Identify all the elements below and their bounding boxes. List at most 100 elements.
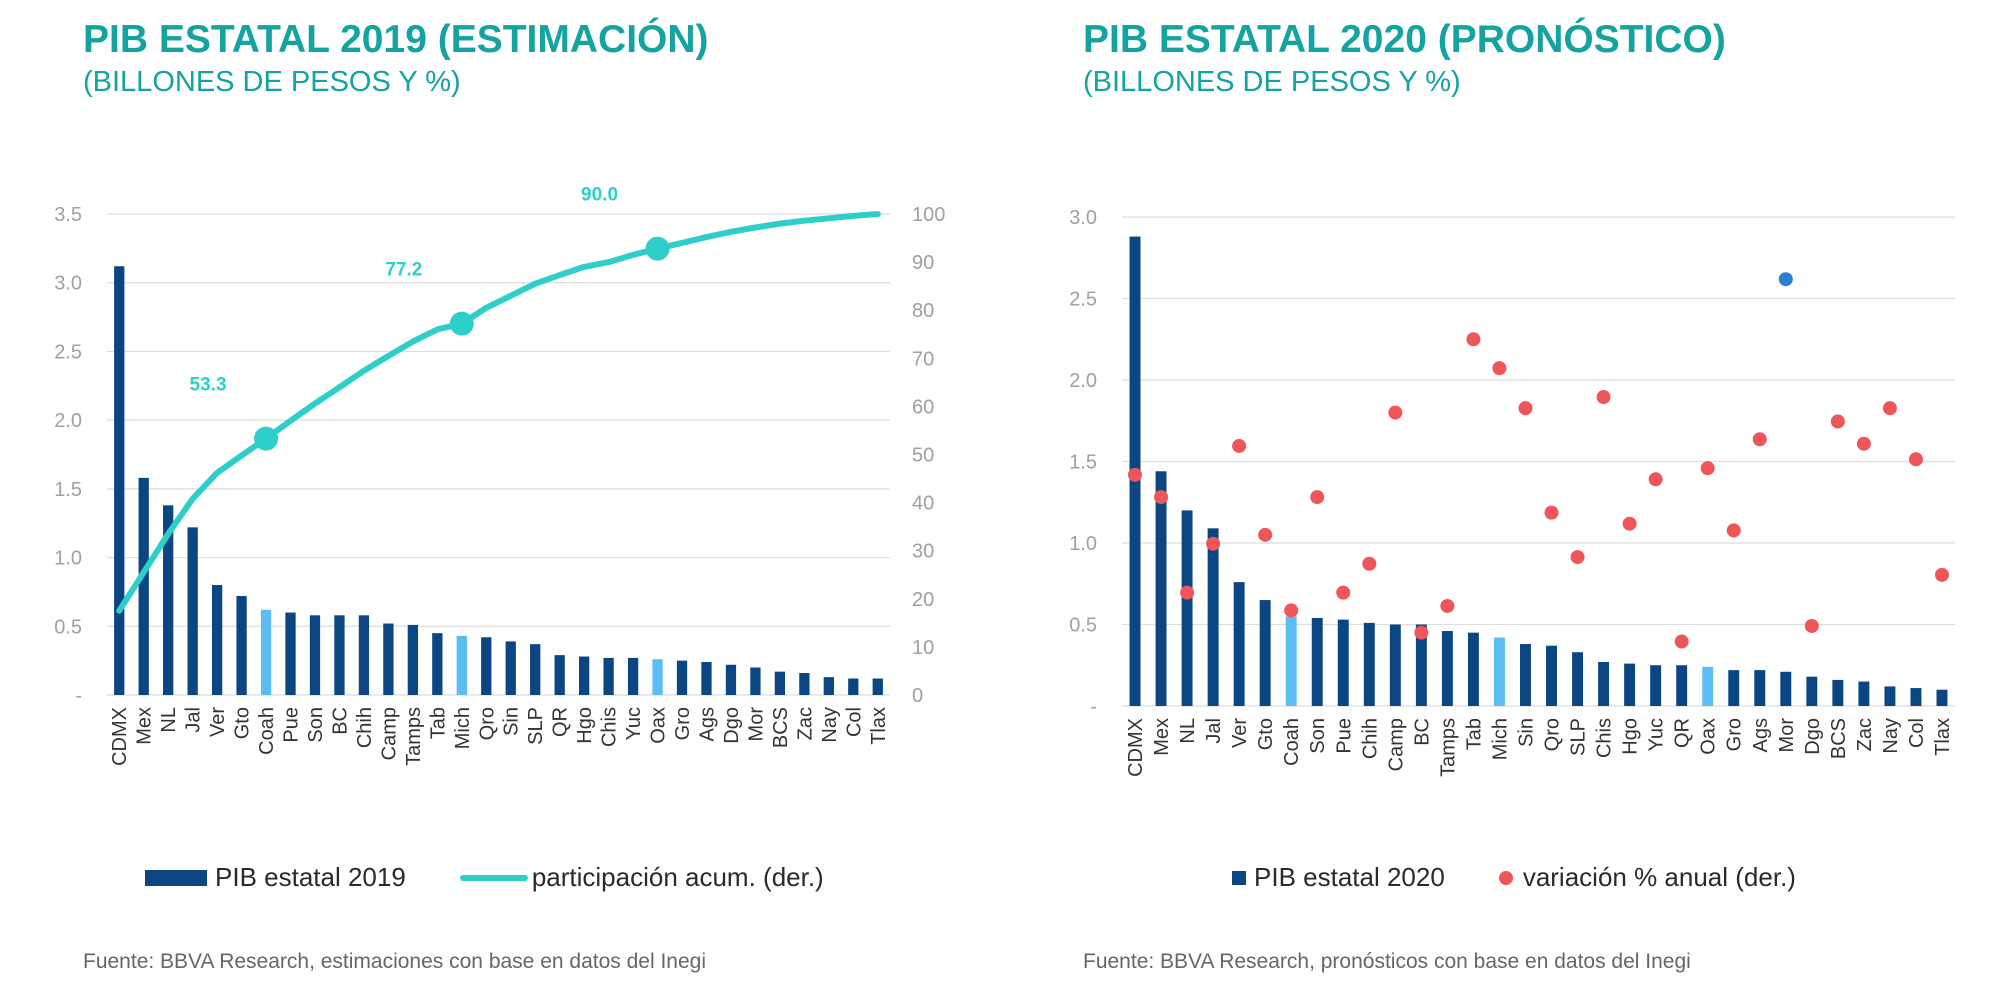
x-tick-label-sin: Sin [501, 707, 523, 736]
bar-nay [1884, 686, 1896, 706]
y-left-tick-label: 2.5 [54, 341, 82, 363]
legend-line-swatch [459, 874, 528, 881]
bar-ver [211, 585, 223, 695]
x-tick-label-hgo: Hgo [574, 707, 596, 744]
point-cdmx [1128, 467, 1143, 482]
point-bcs [1830, 414, 1845, 429]
legend-item-pib-2019: PIB estatal 2019 [145, 862, 406, 893]
bar-ver [1233, 582, 1245, 706]
x-tick-label-qro: Qro [476, 707, 498, 740]
right-chart-panel: PIB ESTATAL 2020 (PRONÓSTICO) (BILLONES … [1000, 0, 1960, 990]
bar-slp [1572, 652, 1584, 706]
y-left-tick-label: - [75, 685, 82, 707]
point-col [1908, 452, 1923, 467]
bar-bcs [1832, 679, 1844, 706]
x-tick-label-tamps: Tamps [403, 707, 425, 766]
x-tick-label-yuc: Yuc [623, 707, 645, 740]
x-tick-label-dgo: Dgo [1802, 718, 1824, 755]
y-right-tick-label: 100 [912, 204, 945, 226]
y-right-tick-label: 80 [912, 300, 934, 322]
marker-coah [254, 426, 279, 451]
x-tick-label-tlax: Tlax [1932, 718, 1954, 756]
bar-zac [1858, 681, 1870, 706]
x-tick-label-ver: Ver [1229, 718, 1251, 748]
x-tick-label-bc: BC [329, 707, 351, 735]
y-right-tick-label: 10 [912, 637, 934, 659]
x-tick-label-tab: Tab [427, 707, 449, 739]
x-tick-label-son: Son [1307, 718, 1329, 754]
x-tick-label-coah: Coah [256, 707, 278, 755]
y-left-tick-label: 0.5 [54, 616, 82, 638]
y-right-tick-label: 20 [912, 589, 934, 611]
left-chart-legend: PIB estatal 2019 participación acum. (de… [145, 862, 878, 893]
bar-mich [456, 635, 467, 695]
bar-nl [163, 505, 174, 695]
point-bc [1414, 625, 1429, 640]
point-mich [1492, 361, 1507, 376]
x-tick-label-nl: NL [1177, 718, 1199, 744]
point-nl [1180, 585, 1195, 600]
point-jal [1206, 536, 1221, 551]
point-hgo [1622, 516, 1637, 531]
x-tick-label-nay: Nay [1880, 718, 1902, 754]
legend-item-participacion: participación acum. (der.) [459, 862, 824, 893]
bar-zac [799, 673, 810, 695]
marker-mich [449, 311, 474, 336]
x-tick-label-mor: Mor [745, 707, 767, 742]
x-tick-label-col: Col [843, 707, 865, 737]
bar-bc [334, 615, 345, 695]
point-mex [1154, 490, 1169, 505]
bar-chih [358, 615, 370, 695]
bar-tab [1467, 632, 1479, 706]
bar-tamps [1441, 631, 1453, 706]
x-tick-label-coah: Coah [1281, 718, 1303, 766]
x-tick-label-mor: Mor [1776, 718, 1798, 753]
y-left-tick-label: 3.0 [54, 273, 82, 295]
x-tick-label-jal: Jal [183, 707, 205, 733]
x-tick-label-qro: Qro [1542, 718, 1564, 751]
legend-label-pib-2020: PIB estatal 2020 [1254, 862, 1445, 892]
x-tick-label-slp: SLP [1568, 718, 1590, 756]
bar-dgo [725, 664, 737, 695]
bar-chis [1598, 661, 1610, 706]
bar-mex [138, 477, 149, 695]
x-tick-label-jal: Jal [1203, 718, 1225, 744]
bar-coah [1285, 616, 1297, 706]
right-chart-plot: -0.51.01.52.02.53.0-18-16-14-12-10-8-6-4… [1069, 207, 1955, 777]
x-tick-label-camp: Camp [378, 707, 400, 760]
bar-oax [652, 659, 663, 695]
bar-coah [260, 609, 272, 695]
y-left-tick-label: 2.5 [1069, 289, 1097, 311]
bar-gto [236, 596, 247, 695]
bar-mex [1155, 471, 1167, 706]
bar-cdmx [114, 266, 125, 695]
bar-sin [505, 641, 516, 695]
bar-son [309, 615, 321, 695]
bar-gro [676, 660, 688, 695]
y-right-tick-label: 30 [912, 541, 934, 563]
x-tick-label-gto: Gto [1255, 718, 1277, 750]
bar-tab [432, 633, 443, 695]
x-tick-label-mich: Mich [1489, 718, 1511, 760]
y-left-tick-label: 3.5 [54, 204, 82, 226]
bar-mor [750, 667, 761, 695]
bar-slp [530, 644, 541, 695]
data-label-oax: 90.0 [581, 185, 618, 206]
x-tick-label-qr: QR [550, 707, 572, 737]
y-left-tick-label: 1.5 [54, 479, 82, 501]
point-tamps [1440, 598, 1455, 613]
y-right-tick-label: 90 [912, 252, 934, 274]
y-left-tick-label: 2.0 [1069, 370, 1097, 392]
point-chih [1362, 556, 1377, 571]
bar-pue [285, 612, 296, 695]
x-tick-label-mex: Mex [1151, 718, 1173, 756]
x-tick-label-zac: Zac [794, 707, 816, 740]
x-tick-label-chis: Chis [599, 707, 621, 747]
x-tick-label-ags: Ags [1750, 718, 1772, 752]
x-tick-label-gro: Gro [672, 707, 694, 740]
bar-camp [1389, 624, 1401, 706]
participacion-line [116, 211, 881, 614]
point-son [1310, 490, 1325, 505]
x-tick-label-nay: Nay [819, 707, 841, 743]
x-tick-label-qr: QR [1672, 718, 1694, 748]
